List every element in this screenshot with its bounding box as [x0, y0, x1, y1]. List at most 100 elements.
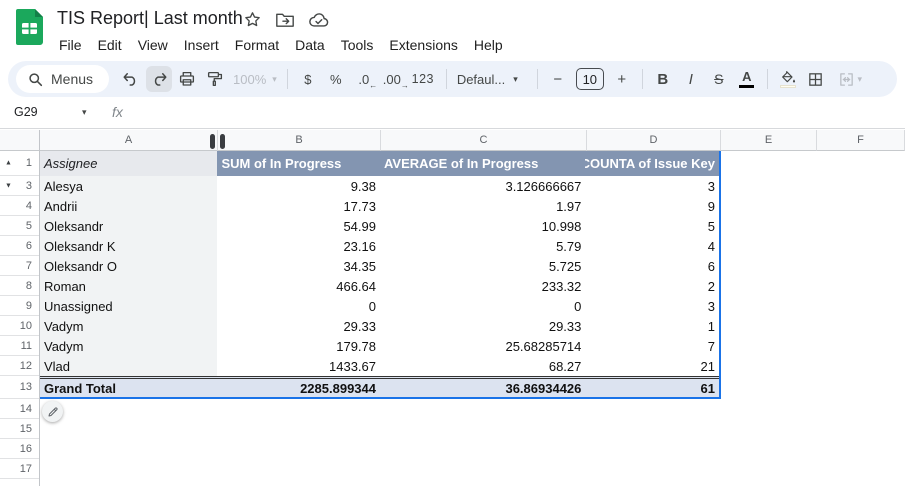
- menu-insert[interactable]: Insert: [183, 37, 219, 53]
- more-formats-button[interactable]: 123: [407, 66, 439, 92]
- row-header-14[interactable]: 14: [0, 399, 39, 419]
- cell[interactable]: 5: [707, 218, 715, 234]
- cell[interactable]: 4: [707, 238, 715, 254]
- row-header-15[interactable]: 15: [0, 419, 39, 439]
- edit-pivot-button[interactable]: [42, 401, 63, 422]
- column-header-E[interactable]: E: [721, 130, 817, 151]
- hidden-row-up-icon[interactable]: ▲: [5, 159, 12, 167]
- pivot-header-cell[interactable]: Assignee: [40, 151, 218, 176]
- cell[interactable]: 1433.67: [329, 358, 376, 374]
- cell[interactable]: Oleksandr: [40, 216, 218, 236]
- menu-view[interactable]: View: [137, 37, 168, 53]
- move-folder-icon[interactable]: [275, 11, 295, 29]
- menus-button[interactable]: Menus: [16, 65, 110, 93]
- cell[interactable]: 6: [707, 258, 715, 274]
- cloud-status-icon[interactable]: [308, 11, 330, 29]
- redo-button[interactable]: [146, 66, 173, 92]
- row-header-1[interactable]: ▲ 1: [0, 151, 39, 176]
- paint-format-button[interactable]: [202, 66, 228, 92]
- row-header-5[interactable]: 5: [0, 216, 39, 236]
- text-color-button[interactable]: A: [734, 66, 760, 92]
- menu-extensions[interactable]: Extensions: [389, 37, 458, 53]
- grand-total-cell[interactable]: 61: [700, 380, 715, 396]
- star-icon[interactable]: [243, 10, 262, 29]
- format-percent-button[interactable]: %: [323, 66, 349, 92]
- undo-button[interactable]: [118, 66, 144, 92]
- cell[interactable]: 233.32: [541, 278, 582, 294]
- cell[interactable]: 5.725: [548, 258, 582, 274]
- cell[interactable]: 9.38: [350, 178, 376, 194]
- cell[interactable]: 1: [707, 318, 715, 334]
- cell[interactable]: 179.78: [336, 338, 376, 354]
- column-header-D[interactable]: D: [587, 130, 721, 151]
- column-header-B[interactable]: B: [218, 130, 381, 151]
- cell[interactable]: 3: [707, 298, 715, 314]
- grand-total-cell[interactable]: Grand Total: [44, 380, 116, 396]
- grand-total-cell[interactable]: 2285.899344: [300, 380, 376, 396]
- cell[interactable]: 0: [574, 298, 582, 314]
- row-header-12[interactable]: 12: [0, 356, 39, 376]
- cell[interactable]: Vadym: [40, 336, 218, 356]
- hidden-column-indicator[interactable]: [210, 134, 215, 149]
- cell[interactable]: 29.33: [548, 318, 582, 334]
- print-button[interactable]: [174, 66, 200, 92]
- row-header-3[interactable]: ▼ 3: [0, 176, 39, 196]
- cell[interactable]: 0: [368, 298, 376, 314]
- pivot-header-cell[interactable]: COUNTA of Issue Key: [585, 151, 719, 176]
- strikethrough-button[interactable]: S: [706, 66, 732, 92]
- cell[interactable]: Oleksandr O: [40, 256, 218, 276]
- increase-font-size-button[interactable]: +: [609, 66, 635, 92]
- cell[interactable]: Roman: [40, 276, 218, 296]
- chevron-down-icon[interactable]: ▾: [82, 107, 87, 117]
- cell[interactable]: 9: [707, 198, 715, 214]
- select-all-corner[interactable]: [0, 130, 40, 151]
- menu-edit[interactable]: Edit: [97, 37, 122, 53]
- cell[interactable]: 23.16: [343, 238, 376, 254]
- row-header-16[interactable]: 16: [0, 439, 39, 459]
- font-family-select[interactable]: Defaul... ▾: [457, 72, 527, 87]
- row-header-17[interactable]: 17: [0, 459, 39, 479]
- cell[interactable]: Vlad: [40, 356, 218, 376]
- increase-decimal-button[interactable]: .00 →: [379, 66, 409, 92]
- italic-button[interactable]: I: [678, 66, 704, 92]
- cell[interactable]: 2: [707, 278, 715, 294]
- cell[interactable]: 34.35: [343, 258, 376, 274]
- column-header-F[interactable]: F: [817, 130, 905, 151]
- bold-button[interactable]: B: [650, 66, 676, 92]
- menu-data[interactable]: Data: [295, 37, 325, 53]
- cell[interactable]: 29.33: [343, 318, 376, 334]
- cell[interactable]: 1.97: [556, 198, 582, 214]
- hidden-row-down-icon[interactable]: ▼: [5, 182, 12, 189]
- row-header-8[interactable]: 8: [0, 276, 39, 296]
- sheets-logo-icon[interactable]: [16, 9, 43, 45]
- cell[interactable]: 25.68285714: [505, 338, 582, 354]
- pivot-header-cell[interactable]: SUM of In Progress: [217, 151, 380, 176]
- menu-file[interactable]: File: [59, 37, 82, 53]
- cell[interactable]: 21: [700, 358, 715, 374]
- cell[interactable]: 7: [707, 338, 715, 354]
- row-header-10[interactable]: 10: [0, 316, 39, 336]
- menu-format[interactable]: Format: [234, 37, 280, 53]
- merge-cells-button[interactable]: ▾: [831, 66, 869, 92]
- decrease-decimal-button[interactable]: .0 ←: [351, 66, 377, 92]
- column-header-C[interactable]: C: [381, 130, 587, 151]
- cell[interactable]: 10.998: [541, 218, 582, 234]
- menu-help[interactable]: Help: [473, 37, 503, 53]
- cell[interactable]: 17.73: [343, 198, 376, 214]
- cell[interactable]: Alesya: [40, 176, 218, 196]
- borders-button[interactable]: [803, 66, 829, 92]
- zoom-select[interactable]: 100% ▾: [233, 72, 277, 87]
- column-header-A[interactable]: A: [40, 130, 218, 151]
- cell[interactable]: Unassigned: [40, 296, 218, 316]
- row-header-11[interactable]: 11: [0, 336, 39, 356]
- decrease-font-size-button[interactable]: −: [545, 66, 571, 92]
- cell[interactable]: 54.99: [343, 218, 376, 234]
- cell[interactable]: 466.64: [336, 278, 376, 294]
- row-header-7[interactable]: 7: [0, 256, 39, 276]
- row-header-4[interactable]: 4: [0, 196, 39, 216]
- name-box[interactable]: G29: [14, 105, 38, 119]
- cell[interactable]: 5.79: [556, 238, 582, 254]
- cell[interactable]: Oleksandr K: [40, 236, 218, 256]
- hidden-column-indicator[interactable]: [220, 134, 225, 149]
- cell[interactable]: 3.126666667: [505, 178, 582, 194]
